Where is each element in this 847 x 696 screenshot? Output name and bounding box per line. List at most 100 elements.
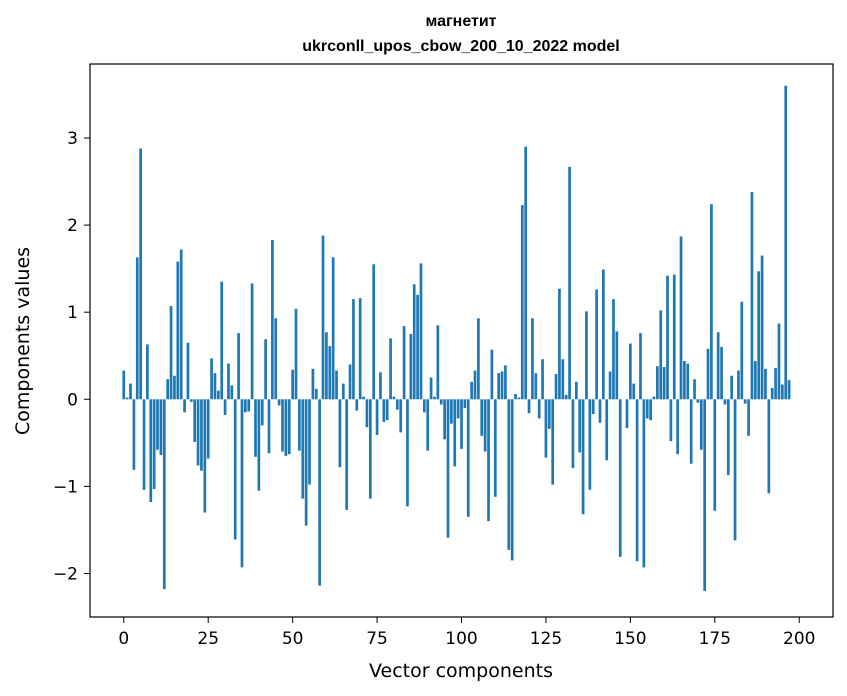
bar: [561, 359, 565, 400]
bar: [284, 399, 288, 456]
x-tick-label: 175: [699, 629, 731, 649]
bar: [720, 347, 723, 400]
bar: [416, 294, 419, 400]
bar: [450, 399, 453, 424]
bar: [355, 399, 359, 411]
y-tick-label: −2: [53, 564, 78, 584]
bar: [605, 399, 609, 461]
bar: [213, 373, 217, 400]
bar: [308, 399, 311, 485]
bar: [200, 399, 203, 471]
bar: [267, 399, 271, 454]
x-axis-ticks: 0 25 50 75 100 125 150 175 200: [118, 617, 815, 649]
bar: [487, 399, 490, 522]
bar: [237, 333, 240, 400]
bar: [335, 370, 338, 400]
bar: [348, 364, 352, 400]
bar: [179, 249, 183, 400]
bar: [629, 343, 632, 400]
bar: [649, 399, 652, 421]
bar: [618, 399, 622, 557]
bar: [389, 338, 392, 400]
bar: [409, 333, 413, 400]
bar: [193, 399, 197, 442]
bar: [743, 399, 747, 404]
bar: [470, 381, 473, 400]
bar: [176, 261, 180, 400]
bar: [392, 396, 396, 400]
bar: [379, 372, 382, 400]
bar: [500, 371, 504, 400]
bar: [689, 399, 693, 464]
bar: [601, 269, 605, 400]
bar: [693, 379, 696, 400]
bar: [473, 370, 477, 400]
bar: [433, 396, 436, 400]
bar: [254, 399, 257, 457]
bar: [169, 306, 173, 400]
bar: [757, 271, 761, 400]
bar: [216, 390, 220, 400]
bar: [152, 399, 156, 489]
bar: [402, 326, 406, 400]
bar: [423, 399, 426, 413]
bar: [281, 399, 284, 452]
bar: [426, 399, 430, 451]
bar: [291, 369, 294, 400]
bar: [777, 323, 781, 400]
y-tick-label: 2: [67, 216, 78, 236]
bar: [189, 399, 193, 402]
bar: [504, 365, 507, 400]
x-tick-label: 125: [530, 629, 562, 649]
bars-group: [122, 85, 791, 591]
x-tick-label: 200: [783, 629, 815, 649]
bar: [676, 399, 679, 455]
bar: [456, 399, 460, 419]
bar: [186, 342, 190, 400]
bar: [740, 301, 744, 400]
bar: [716, 332, 720, 400]
bar: [652, 396, 656, 400]
bar: [750, 192, 754, 400]
bar: [250, 283, 254, 400]
bar: [304, 399, 308, 526]
bar: [770, 387, 774, 400]
bar: [780, 384, 784, 400]
bar: [520, 205, 524, 400]
bar: [635, 399, 639, 562]
bar: [173, 375, 176, 400]
bar: [784, 85, 788, 400]
bar: [537, 399, 541, 419]
bar: [497, 373, 500, 400]
bar: [183, 399, 186, 413]
y-tick-label: 1: [67, 303, 78, 323]
bar: [135, 257, 139, 400]
bar: [274, 318, 278, 400]
bar: [517, 397, 521, 400]
bar: [196, 399, 200, 466]
bar: [490, 349, 494, 400]
bar: [541, 359, 544, 400]
bar: [733, 399, 737, 541]
bar: [260, 399, 264, 426]
bar: [466, 399, 470, 517]
bar: [656, 366, 659, 400]
bar: [321, 235, 325, 400]
bar: [399, 399, 403, 433]
bar: [419, 263, 423, 400]
bar: [672, 274, 676, 400]
bar: [206, 399, 210, 459]
bar: [210, 358, 213, 400]
bar: [271, 239, 274, 400]
bar: [395, 399, 399, 410]
bar: [571, 399, 575, 469]
x-tick-label: 150: [614, 629, 646, 649]
bar: [625, 399, 629, 429]
y-axis-label: Components values: [12, 247, 34, 435]
bar: [730, 375, 734, 400]
bar: [669, 399, 673, 442]
bar: [615, 331, 619, 400]
bar: [132, 399, 136, 470]
bar: [463, 399, 467, 408]
